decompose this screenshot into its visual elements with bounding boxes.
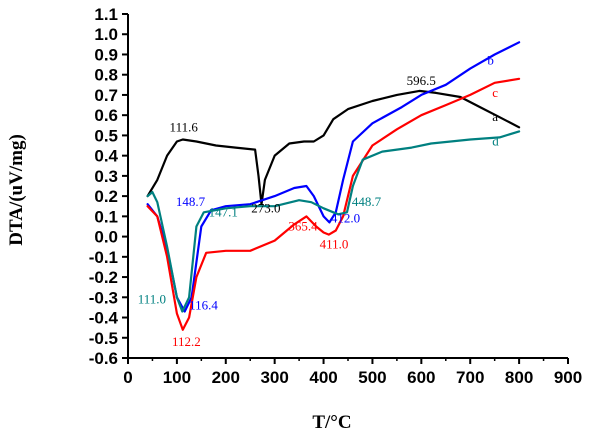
series-line-c [146, 77, 521, 331]
annotation-label: 111.6 [170, 119, 199, 134]
x-tick-label: 500 [358, 368, 386, 387]
annotation-label: 112.2 [172, 334, 201, 349]
annotation-label: 448.7 [352, 194, 382, 209]
annotation-label: 273.0 [251, 200, 280, 215]
y-tick-label: 0.3 [94, 167, 118, 186]
y-tick-label: 0.9 [94, 45, 118, 64]
y-tick-label: 0.2 [94, 187, 118, 206]
y-tick-label: 0.6 [94, 106, 118, 125]
x-axis-title: T/°C [312, 412, 351, 433]
x-tick-label: 100 [163, 368, 191, 387]
x-tick-label: 800 [505, 368, 533, 387]
series-line-a [146, 89, 521, 206]
y-tick-label: 0.8 [94, 66, 118, 85]
x-tick-label: 300 [260, 368, 288, 387]
annotation-label: 365.4 [288, 219, 318, 234]
annotation-label: 148.7 [176, 194, 206, 209]
annotation-label: d [492, 134, 499, 149]
x-tick-label: 0 [123, 368, 132, 387]
series-layer [146, 41, 521, 331]
annotation-label: 412.0 [331, 210, 360, 225]
y-tick-label: 1.0 [94, 25, 118, 44]
series-line-b [146, 41, 521, 313]
y-tick-label: -0.4 [89, 309, 119, 328]
annotation-label: 116.4 [189, 297, 218, 312]
y-tick-label: 0.5 [94, 126, 118, 145]
y-tick-label: -0.6 [89, 349, 118, 368]
series-line-d [146, 130, 521, 313]
axes: 0 100 200 300 400 500 600 700 800 900 -0.6-0.5-0.4… [89, 5, 582, 387]
annotation-label: c [492, 85, 498, 100]
y-tick-label: 0.1 [94, 207, 118, 226]
y-tick-label: 0.0 [94, 228, 118, 247]
x-tick-label: 700 [456, 368, 484, 387]
annotation-label: 147.1 [209, 204, 238, 219]
y-axis-title: DTA/(uV/mg) [6, 134, 27, 246]
y-tick-label: 0.7 [94, 86, 118, 105]
annotation-label: 596.5 [407, 73, 436, 88]
annotation-label: a [492, 109, 498, 124]
x-tick-label: 600 [407, 368, 435, 387]
x-tick-label: 400 [309, 368, 337, 387]
y-tick-label: -0.3 [89, 288, 118, 307]
y-tick-label: -0.2 [89, 268, 118, 287]
x-tick-label: 200 [212, 368, 240, 387]
y-tick-label: -0.5 [89, 329, 118, 348]
annotation-label: 411.0 [320, 237, 349, 252]
y-tick-label: 1.1 [94, 5, 118, 24]
annotation-label: b [487, 53, 494, 68]
y-tick-label: -0.1 [89, 248, 118, 267]
annotation-label: 111.0 [138, 291, 166, 306]
x-tick-label: 900 [554, 368, 582, 387]
y-tick-label: 0.4 [94, 147, 118, 166]
